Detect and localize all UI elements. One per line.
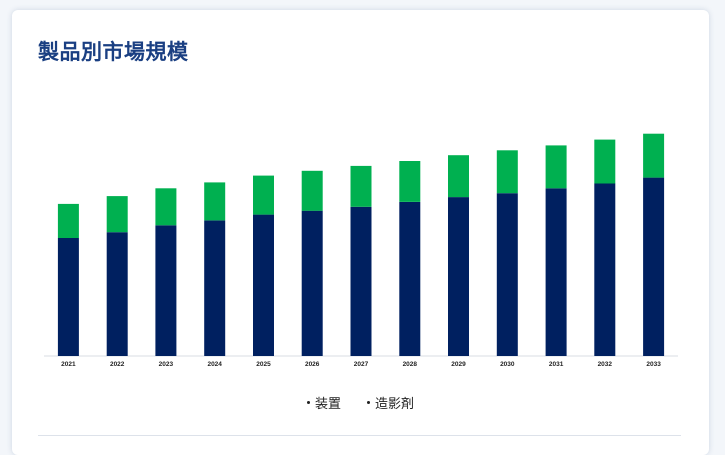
bar-segment-contrast-agent-2023[interactable] [155, 188, 177, 226]
bar-segment-contrast-agent-2021[interactable] [57, 203, 79, 238]
bar-segment-device-2031[interactable] [545, 188, 567, 356]
x-tick-label: 2025 [256, 361, 271, 368]
bar-segment-device-2033[interactable] [643, 177, 665, 356]
bar-segment-device-2025[interactable] [253, 214, 274, 356]
legend-item-contrast-agent[interactable]: 造影剤 [367, 393, 414, 412]
chart-card: 製品別市場規模 2021 2022 2023 2024 2025 2026 2027 2028… [12, 10, 709, 455]
divider [38, 435, 681, 436]
bar-segment-contrast-agent-2030[interactable] [496, 150, 518, 194]
bar-segment-contrast-agent-2033[interactable] [643, 133, 665, 178]
bar-segment-device-2032[interactable] [594, 183, 616, 356]
bar-segment-device-2027[interactable] [350, 206, 372, 356]
x-tick-label: 2028 [403, 361, 418, 368]
x-tick-label: 2029 [451, 361, 466, 368]
bar-segment-device-2022[interactable] [106, 232, 128, 356]
legend-label: 造影剤 [375, 397, 415, 412]
bar-segment-contrast-agent-2032[interactable] [594, 139, 616, 184]
bar-segment-device-2030[interactable] [496, 193, 518, 356]
x-tick-label: 2030 [500, 361, 515, 368]
legend-bullet-icon [306, 401, 310, 404]
chart-legend: 装置 造影剤 [12, 393, 709, 412]
bar-segment-contrast-agent-2027[interactable] [350, 165, 372, 207]
bar-segment-device-2026[interactable] [301, 210, 323, 356]
bar-segment-contrast-agent-2022[interactable] [106, 196, 128, 233]
legend-bullet-icon [367, 401, 370, 404]
bar-segment-device-2023[interactable] [155, 225, 177, 356]
bar-segment-device-2029[interactable] [448, 197, 469, 356]
bar-segment-device-2028[interactable] [399, 202, 421, 356]
x-tick-label: 2033 [646, 361, 661, 368]
legend-label: 装置 [314, 397, 341, 412]
bar-segment-contrast-agent-2029[interactable] [448, 155, 469, 198]
x-tick-label: 2032 [598, 361, 613, 368]
bar-segment-contrast-agent-2025[interactable] [253, 175, 274, 215]
x-tick-label: 2021 [61, 361, 76, 368]
chart-title: 製品別市場規模 [38, 40, 189, 64]
x-tick-label: 2023 [159, 361, 174, 368]
bar-segment-device-2024[interactable] [204, 220, 226, 357]
bar-segment-contrast-agent-2026[interactable] [301, 170, 323, 211]
bar-segment-contrast-agent-2028[interactable] [399, 161, 421, 202]
bar-segment-device-2021[interactable] [57, 238, 79, 356]
x-tick-label: 2027 [354, 361, 369, 368]
x-tick-label: 2031 [549, 361, 564, 368]
legend-item-device[interactable]: 装置 [306, 393, 341, 412]
x-tick-label: 2026 [305, 361, 320, 368]
bar-segment-contrast-agent-2024[interactable] [204, 182, 226, 221]
stacked-bar-chart: 2021 2022 2023 2024 2025 2026 2027 2028 2029 2030… [44, 133, 678, 368]
bar-segment-contrast-agent-2031[interactable] [545, 145, 567, 189]
x-tick-label: 2024 [207, 361, 222, 368]
x-tick-label: 2022 [110, 361, 125, 368]
